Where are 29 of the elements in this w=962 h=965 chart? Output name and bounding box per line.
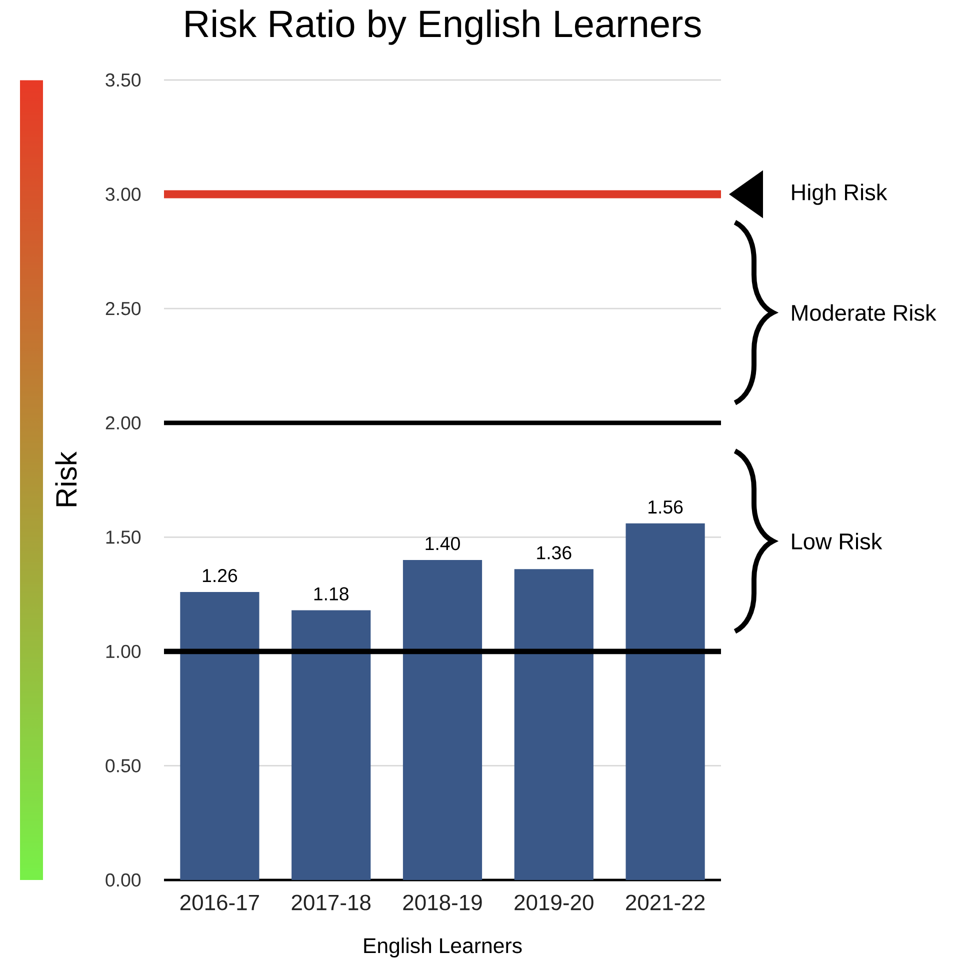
text: Low Risk	[792, 532, 882, 550]
x-tick-label: 2021-22	[626, 894, 705, 910]
y-tick-label: 3.50	[106, 73, 141, 87]
data-label: 1.26	[202, 568, 238, 582]
data-label: 1.40	[426, 536, 460, 550]
x-tick-label: 2019-20	[514, 894, 594, 910]
x-tick-label: 2017-18	[292, 894, 370, 910]
text: High Risk	[792, 184, 888, 205]
bar	[292, 610, 371, 880]
bar	[514, 569, 594, 880]
bar	[402, 560, 482, 880]
y-tick-label: 1.00	[106, 644, 141, 658]
bar	[180, 592, 260, 880]
y-tick-label: 3.00	[106, 188, 141, 201]
y-tick-label: 0.00	[106, 873, 141, 887]
data-label: 1.18	[314, 587, 348, 600]
x-axis-title: English Learners	[364, 938, 522, 958]
data-label: 1.56	[648, 500, 683, 514]
y-tick-label: 0.50	[106, 759, 141, 772]
x-tick-label: 2018-19	[403, 894, 482, 910]
y-tick-label: 2.00	[106, 416, 141, 430]
y-tick-label: 1.50	[106, 530, 141, 544]
bar	[626, 523, 705, 880]
y-tick-label: 2.50	[106, 302, 141, 316]
y-axis-title: Risk	[55, 451, 77, 506]
x-tick-label: 2016-17	[180, 894, 259, 910]
chart-title: Risk Ratio by English Learners	[186, 9, 701, 45]
text: Moderate Risk	[792, 304, 936, 321]
data-label: 1.36	[537, 546, 572, 560]
